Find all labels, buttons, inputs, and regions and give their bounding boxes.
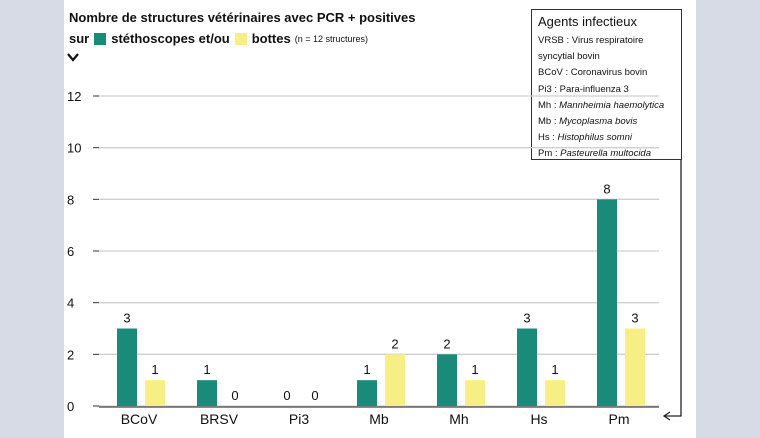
chart-card: Nombre de structures vétérinaires avec P… [64,0,696,438]
legend-item: Mh : Mannheimia haemolytica [538,98,675,114]
data-label: 0 [283,388,290,403]
leader-arrow-icon [662,411,671,421]
series1-label: stéthoscopes et/ou [111,31,230,46]
bar [517,328,537,406]
data-label: 1 [471,362,478,377]
bar [465,380,485,406]
data-label: 3 [123,311,130,326]
bar [145,380,165,406]
legend-name: Coronavirus bovin [570,67,648,79]
legend-code: VRSB : [538,35,572,46]
bar [597,199,617,406]
legend-code: BCoV : [538,67,571,79]
data-label: 0 [231,388,238,403]
y-tick-label: 10 [67,141,81,156]
legend-code: Pm : [538,148,561,160]
legend-name: Virus respiratoire [571,35,644,46]
x-tick-label: Mb [369,411,389,427]
title-prefix: sur [69,31,90,46]
data-label: 2 [443,336,450,351]
series2-swatch [234,32,247,45]
bar [437,354,457,406]
bar [545,380,565,406]
legend-item: Pm : Pasteurella multocida [538,146,675,162]
legend-name: Histophilus somni [557,132,632,144]
data-label: 8 [603,181,610,196]
sample-note: (n = 12 structures) [294,33,368,44]
legend-item: BCoV : Coronavirus bovin [538,65,675,81]
y-tick-label: 4 [67,296,74,311]
legend-code: Pi3 : [538,83,560,95]
data-label: 3 [631,311,638,326]
legend-item: syncytial bovin [538,49,675,65]
y-tick-label: 12 [67,89,81,104]
series2-label: bottes [251,31,291,46]
data-label: 1 [551,362,558,377]
x-tick-label: Mh [449,411,468,427]
legend-name: Mannheimia haemolytica [559,99,665,111]
series1-swatch [94,32,107,45]
x-tick-label: Pm [609,411,630,427]
legend-name: Para-influenza 3 [559,83,629,95]
legend-item: Hs : Histophilus somni [538,130,675,146]
bar [625,328,645,406]
legend-items: VRSB : Virus respiratoire syncytial bovin… [538,33,675,163]
data-label: 3 [523,311,530,326]
bar [357,380,377,406]
bar [117,328,137,406]
legend-name: Mycoplasma bovis [559,116,638,128]
y-tick-label: 8 [67,192,74,207]
leader-line [664,160,682,417]
legend-title: Agents infectieux [538,14,638,29]
legend-item: Mb : Mycoplasma bovis [538,114,675,130]
y-tick-label: 2 [67,347,74,362]
legend-name: Pasteurella multocida [560,148,651,160]
legend-code: Mb : [538,116,560,128]
legend-code: Hs : [538,132,558,144]
chart-title: Nombre de structures vétérinaires avec P… [69,10,416,25]
data-label: 0 [311,388,318,403]
data-label: 1 [151,362,158,377]
legend-item: VRSB : Virus respiratoire [538,33,675,49]
legend-item: Pi3 : Para-influenza 3 [538,82,675,98]
data-label: 2 [391,336,398,351]
data-label: 1 [363,362,370,377]
legend-name: syncytial bovin [538,51,600,63]
bar [197,380,217,406]
x-tick-label: BRSV [200,411,239,427]
axis-arrow-icon [67,53,79,62]
legend-code: Mh : [538,99,560,111]
data-label: 1 [203,362,210,377]
bar [385,354,405,406]
chart-subtitle: sur stéthoscopes et/ou bottes (n = 12 st… [69,31,368,46]
x-tick-label: BCoV [121,411,158,427]
x-tick-label: Hs [530,411,547,427]
y-tick-label: 0 [67,399,74,414]
x-tick-label: Pi3 [289,411,309,427]
y-tick-label: 6 [67,244,74,259]
legend-box: Agents infectieux VRSB : Virus respirato… [531,9,682,160]
